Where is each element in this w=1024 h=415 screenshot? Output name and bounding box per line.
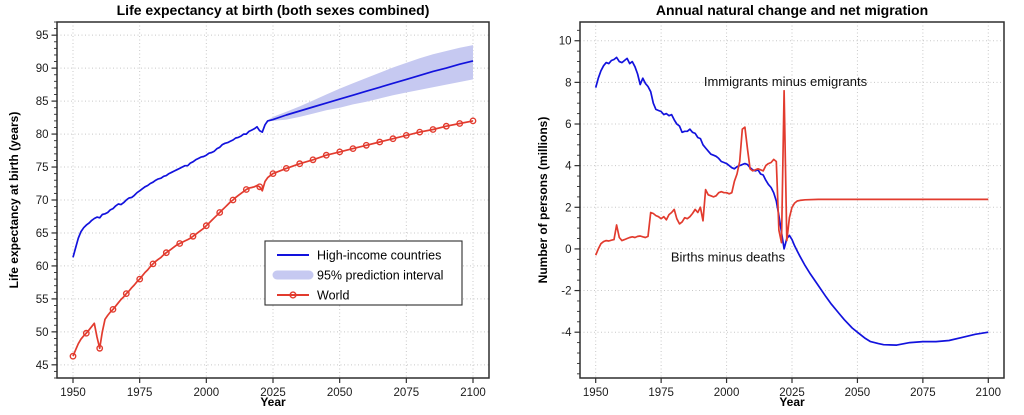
y-axis-label-persons: Number of persons (millions) [536,116,550,284]
x-tick-label-2075: 2075 [910,387,936,399]
x-tick-label-2075: 2075 [394,387,420,399]
legend-circle-marker-icon [289,291,297,299]
y-tick-label-85: 85 [36,96,49,108]
marker-world-2030 [282,164,290,172]
y-tick-label-50: 50 [36,327,49,339]
x-tick-label-2050: 2050 [327,387,353,399]
x-tick-label-1975: 1975 [127,387,153,399]
marker-world-2035 [296,160,304,168]
legend-label-95-prediction-interval: 95% prediction interval [317,269,443,283]
y-tick-label--2: -2 [561,286,571,298]
y-tick-label-45: 45 [36,360,49,372]
y-tick-label-90: 90 [36,63,49,75]
marker-world-1995 [189,232,197,240]
marker-world-1960 [96,344,104,352]
series-line-world [72,120,474,357]
legend-label-high-income-countries: High-income countries [317,249,441,263]
marker-world-2090 [442,122,450,130]
marker-world-1975 [136,275,144,283]
marker-world-1985 [162,249,170,257]
marker-world-1965 [109,305,117,313]
marker-world-2080 [416,128,424,136]
axis-ticks: 1950 1975 2000 2025 2050 2075 2100 45 50 55 60 65 70… [36,21,486,399]
y-tick-label-75: 75 [36,162,49,174]
natural-change-chart: 1950 1975 2000 2025 2050 2075 2100 -4 -2 0 2 4 6 8 10 I… [559,21,1005,399]
marker-world-2095 [456,120,464,127]
marker-world-2020 [256,183,264,191]
x-axis-label-year-left: Year [260,395,286,409]
marker-world-2100 [469,117,477,125]
x-tick-label-2025: 2025 [260,387,286,399]
chart-title-natural-change: Annual natural change and net migration [655,2,929,18]
x-tick-label-2000: 2000 [714,387,740,399]
series-line-immigrants-minus-emigrants [594,89,989,256]
marker-world-2050 [336,148,344,156]
x-tick-label-1950: 1950 [583,387,609,399]
marker-world-1990 [176,240,184,247]
series-line-high-income-countries [72,60,474,258]
marker-world-2070 [389,135,397,143]
x-tick-label-2050: 2050 [845,387,871,399]
axis-ticks: 1950 1975 2000 2025 2050 2075 2100 -4 -2 0 2 4 6 8 10 [559,29,1001,399]
marker-world-2015 [242,186,250,193]
prediction-interval-band [267,45,473,122]
y-tick-label-70: 70 [36,195,49,207]
life-expectancy-chart: 1950 1975 2000 2025 2050 2075 2100 45 50 55 60 65 70… [36,21,490,399]
x-tick-label-1975: 1975 [648,387,674,399]
chart-title-life-expectancy: Life expectancy at birth (both sexes com… [116,2,430,18]
marker-world-1955 [82,329,90,337]
marker-world-2075 [402,131,410,139]
marker-world-2060 [362,141,370,149]
y-tick-label-2: 2 [565,202,571,214]
marker-world-2065 [376,138,384,146]
series-line-births-minus-deaths [594,56,989,346]
y-tick-label-55: 55 [36,294,49,306]
x-tick-label-2100: 2100 [975,387,1001,399]
legend: High-income countries 95% prediction inte… [264,240,463,306]
marker-world-2045 [322,151,330,159]
annotation-immigrants-minus-emigrants: Immigrants minus emigrants [704,74,868,89]
x-tick-label-2100: 2100 [460,387,486,399]
marker-world-1970 [122,290,130,297]
marker-world-2025 [269,170,277,178]
x-axis-label-year-right: Year [779,395,805,409]
y-tick-label-65: 65 [36,228,49,240]
x-tick-label-2025: 2025 [779,387,805,399]
legend-label-world: World [317,289,349,303]
y-tick-label-6: 6 [565,119,571,131]
y-tick-label-60: 60 [36,261,49,273]
annotation-births-minus-deaths: Births minus deaths [671,249,786,264]
y-tick-label--4: -4 [561,327,572,339]
y-tick-label-95: 95 [36,30,49,42]
series-markers-world [69,117,477,360]
y-tick-label-8: 8 [565,77,571,89]
y-tick-label-80: 80 [36,129,49,141]
plot-annual-natural-change-and-net-migration: 1950 1975 2000 2025 2050 2075 2100 -4 -2 0 2 4 6 8 10 I… [559,21,1005,399]
marker-world-2010 [229,196,237,204]
plot-life-expectancy-at-birth-both-sexes-combined: 1950 1975 2000 2025 2050 2075 2100 45 50 55 60 65 70… [36,21,490,399]
gridlines [580,22,1004,378]
marker-world-2000 [202,222,210,230]
x-tick-label-2000: 2000 [194,387,220,399]
y-tick-label-4: 4 [565,161,572,173]
x-tick-label-1950: 1950 [60,387,86,399]
marker-world-2005 [216,209,224,216]
y-tick-label-10: 10 [559,36,572,48]
marker-world-1980 [149,260,157,268]
marker-world-2040 [309,156,317,164]
y-tick-label-0: 0 [565,244,571,256]
marker-world-2055 [349,145,357,153]
marker-world-2085 [429,126,437,133]
y-axis-label-life-expectancy: Life expectancy at birth (years) [7,111,21,289]
marker-world-1950 [69,352,77,360]
